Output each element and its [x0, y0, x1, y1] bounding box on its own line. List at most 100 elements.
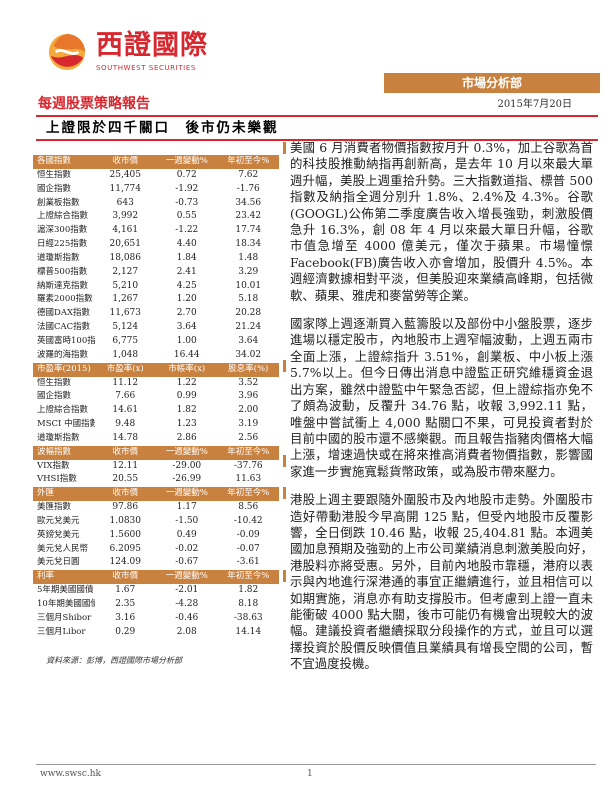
table-cell-value: -2.01: [175, 585, 199, 596]
table-cell-label: 納斯達克指數: [37, 280, 89, 291]
table-row: 羅素2000指數 1,267 1.20 5.18: [33, 293, 279, 307]
table-cell-value: 1.67: [115, 585, 136, 596]
company-logo: 西證國際 SOUTHWEST SECURITIES: [48, 30, 238, 77]
table-cell-value: 3.96: [238, 391, 259, 402]
table-section-header: 各國指數 收市價 一週變動% 年初至今%: [33, 155, 279, 169]
table-row: 上證綜合指數 14.61 1.82 2.00: [33, 404, 279, 418]
logo-chinese-name: 西證國際: [96, 30, 208, 61]
table-cell-value: 1.0830: [109, 515, 142, 526]
title-divider: [36, 115, 598, 117]
table-row: 日經225指數 20,651 4.40 18.34: [33, 238, 279, 252]
table-cell-label: 三個月Shibor: [37, 612, 92, 623]
table-cell-value: -37.76: [233, 460, 263, 471]
table-cell-value: -1.22: [175, 225, 199, 236]
table-cell-value: 1.23: [176, 419, 197, 430]
table-section-header: 市盈率(2015) 市盈率(x) 市帳率(x) 股息率(%): [33, 362, 279, 377]
table-cell-value: 2.56: [238, 432, 259, 443]
table-cell-label: 美元兌日圓: [37, 557, 80, 568]
table-cell-value: 6,775: [112, 335, 139, 346]
table-cell-value: 1.82: [176, 405, 197, 416]
page-number: 1: [307, 769, 313, 779]
table-cell-value: 34.56: [235, 197, 262, 208]
table-cell-value: -0.73: [175, 197, 199, 208]
table-cell-label: 滬深300指數: [37, 225, 88, 236]
table-cell-value: -0.07: [236, 543, 260, 554]
table-cell-label: VHSI指數: [37, 474, 77, 485]
table-cell-label: 法國CAC指數: [37, 322, 91, 333]
table-row: VHSI指數 20.55 -26.99 11.63: [33, 473, 279, 487]
table-cell-value: -0.46: [175, 612, 199, 623]
table-cell-value: 34.02: [235, 349, 262, 360]
table-cell-value: 1.48: [238, 252, 259, 263]
table-row: 10年期美國國債 2.35 -4.28 8.18: [33, 598, 279, 612]
table-cell-value: 11,774: [109, 183, 142, 194]
table-cell-value: -10.42: [233, 515, 263, 526]
table-row: VIX指數 12.11 -29.00 -37.76: [33, 460, 279, 474]
column-header: 收市價: [94, 445, 156, 460]
table-cell-value: -0.67: [175, 557, 199, 568]
table-cell-value: 16.44: [173, 349, 200, 360]
table-cell-value: 9.48: [115, 419, 136, 430]
table-cell-value: 4,161: [112, 225, 139, 236]
data-source-note: 資料來源：彭博，西證國際市場分析部: [46, 656, 182, 665]
table-cell-value: 3,992: [112, 211, 139, 222]
table-cell-value: -1.92: [175, 183, 199, 194]
logo-english-name: SOUTHWEST SECURITIES: [96, 64, 196, 72]
table-cell-label: 國企指數: [37, 183, 72, 194]
table-cell-label: VIX指數: [37, 460, 70, 471]
table-row: 德國DAX指數 11,673 2.70 20.28: [33, 307, 279, 321]
table-cell-value: 20.28: [235, 308, 262, 319]
paragraph-china-market: 國家隊上週逐漸買入藍籌股以及部份中小盤股票，逐步進場以穩定股市，內地股市上週窄幅…: [290, 316, 593, 479]
table-cell-value: 1.20: [176, 294, 197, 305]
table-section-header: 外匯 收市價 一週變動% 年初至今%: [33, 487, 279, 502]
table-cell-label: 三個月Libor: [37, 626, 86, 637]
column-header: 市帳率(x): [156, 362, 218, 377]
table-cell-value: 1,267: [112, 294, 139, 305]
table-cell-label: 創業板指數: [37, 197, 80, 208]
table-row: 滬深300指數 4,161 -1.22 17.74: [33, 224, 279, 238]
table-cell-value: 14.14: [235, 626, 262, 637]
table-cell-value: 14.78: [112, 432, 139, 443]
table-cell-value: 3.19: [238, 419, 259, 430]
table-cell-value: 0.29: [115, 626, 136, 637]
table-cell-value: 2.35: [115, 599, 136, 609]
table-cell-label: 10年期美國國債: [37, 599, 95, 609]
column-header: 一週變動%: [156, 445, 218, 460]
table-cell-label: MSCI 中國指數: [37, 419, 95, 430]
table-cell-value: 3.64: [176, 322, 197, 333]
table-cell-value: 1.82: [238, 585, 259, 596]
table-cell-label: 上證綜合指數: [37, 405, 89, 416]
table-cell-value: 17.74: [235, 225, 262, 236]
table-cell-value: -1.50: [175, 515, 199, 526]
column-header: 一週變動%: [156, 570, 218, 585]
table-cell-value: 5,124: [112, 322, 139, 333]
table-cell-value: 20,651: [109, 239, 142, 250]
table-cell-value: 7.66: [115, 391, 136, 402]
column-header: 波幅指數: [33, 445, 95, 460]
table-cell-value: 0.49: [176, 529, 197, 540]
table-cell-label: 標普500指數: [37, 266, 88, 277]
table-cell-label: 日經225指數: [37, 239, 88, 250]
table-cell-value: 2.00: [238, 405, 259, 416]
table-cell-value: 6.2095: [109, 543, 142, 554]
table-cell-value: 18,086: [109, 252, 142, 263]
column-header: 各國指數: [33, 155, 95, 169]
table-cell-value: 0.55: [176, 211, 197, 222]
table-row: 美元兌日圓 124.09 -0.67 -3.61: [33, 556, 279, 570]
market-data-table: 各國指數 收市價 一週變動% 年初至今% 恒生指數 25,405 0.72 7.62 國企指數 1…: [33, 155, 279, 640]
column-header: 市盈率(2015): [33, 362, 95, 377]
table-row: 恒生指數 25,405 0.72 7.62: [33, 169, 279, 183]
paragraph-marker: [283, 455, 286, 467]
table-cell-value: 1.5600: [109, 529, 142, 540]
table-row: 美匯指數 97.86 1.17 8.56: [33, 501, 279, 515]
table-cell-label: 5年期美國國債: [37, 585, 94, 596]
table-cell-value: -4.28: [175, 599, 199, 609]
table-cell-value: 5,210: [112, 280, 139, 291]
table-row: 英鎊兌美元 1.5600 0.49 -0.09: [33, 529, 279, 543]
table-row: 國企指數 11,774 -1.92 -1.76: [33, 183, 279, 197]
column-header: 利率: [33, 570, 95, 585]
table-cell-value: 3.52: [238, 377, 259, 388]
table-cell-value: 124.09: [109, 557, 142, 568]
subtitle-divider: [36, 139, 598, 141]
table-row: 恒生指數 11.12 1.22 3.52: [33, 377, 279, 391]
